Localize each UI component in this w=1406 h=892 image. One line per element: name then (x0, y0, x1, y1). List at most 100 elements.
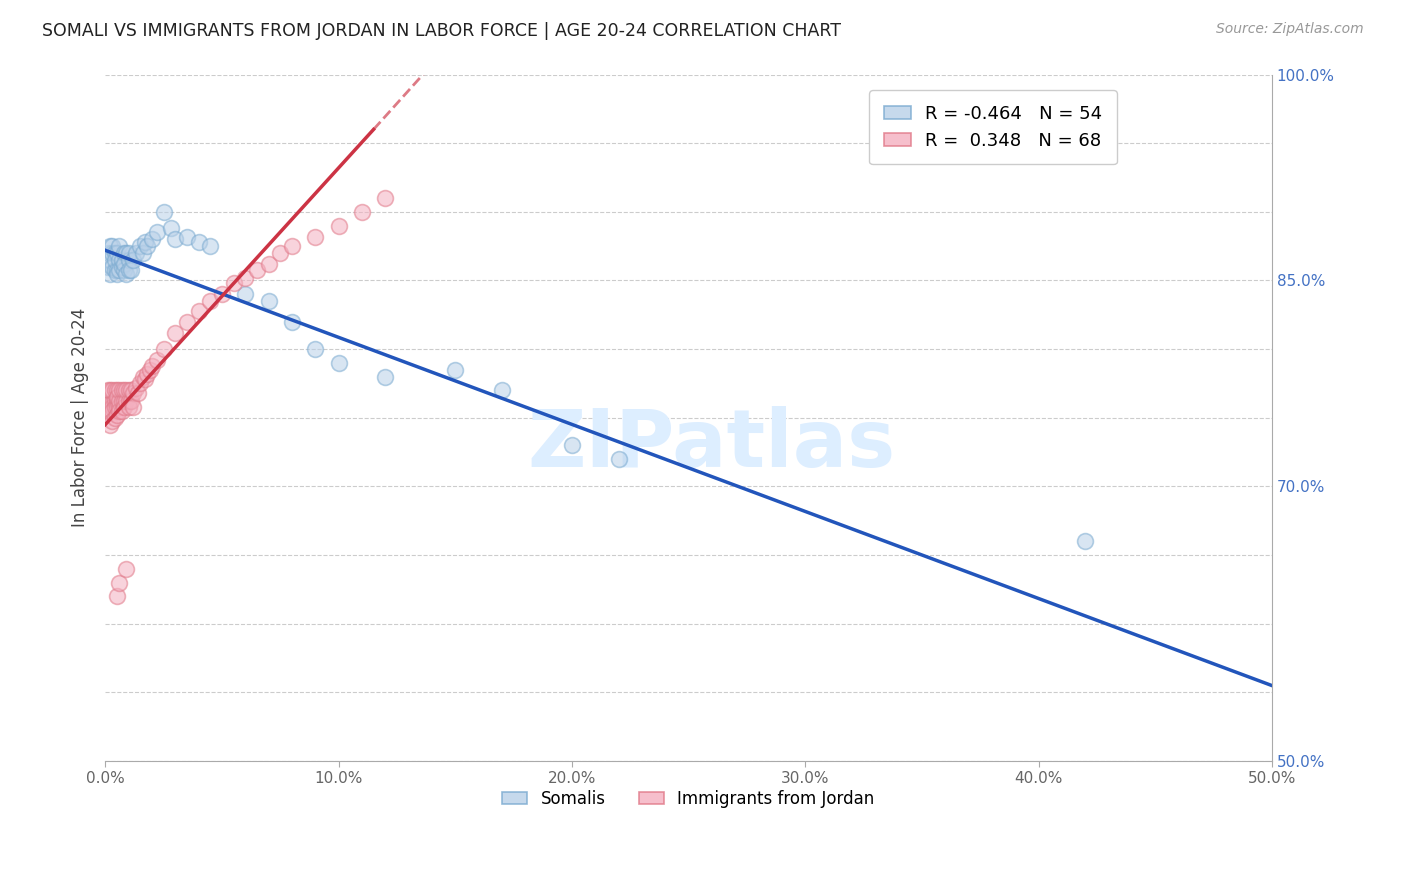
Point (103, 252, 125, 267)
Point (117, 262, 139, 277)
Point (108, 394, 131, 409)
Point (122, 386, 145, 401)
Point (101, 384, 124, 398)
Point (134, 372, 156, 386)
Point (222, 277, 245, 291)
Point (115, 562, 138, 576)
Point (176, 229, 198, 244)
Point (96, 246, 118, 260)
Point (98, 397, 121, 411)
Text: Source: ZipAtlas.com: Source: ZipAtlas.com (1216, 22, 1364, 37)
Point (159, 221, 181, 235)
Point (124, 381, 146, 395)
Point (120, 394, 142, 409)
Point (98, 404, 121, 418)
Point (117, 384, 139, 398)
Point (165, 232, 187, 246)
Point (105, 590, 128, 604)
Point (108, 575, 131, 590)
Point (129, 376, 152, 391)
Point (136, 239, 159, 253)
Point (269, 246, 291, 260)
Point (101, 239, 124, 253)
Point (96, 260, 118, 274)
Point (112, 394, 135, 409)
Point (145, 226, 167, 240)
Point (374, 369, 396, 384)
Point (127, 386, 149, 401)
Point (134, 235, 156, 249)
Point (105, 384, 128, 398)
Point (105, 267, 128, 281)
Point (105, 246, 128, 260)
Point (120, 384, 142, 398)
Point (98, 252, 121, 267)
Point (200, 239, 222, 253)
Point (257, 294, 280, 309)
Point (561, 438, 583, 452)
Point (115, 394, 138, 409)
Point (115, 267, 138, 281)
Point (176, 315, 198, 329)
Point (112, 262, 135, 277)
Point (98, 417, 121, 432)
Point (304, 229, 326, 244)
Point (187, 235, 209, 249)
Point (96, 384, 118, 398)
Point (136, 367, 159, 381)
Point (117, 252, 139, 267)
Point (131, 246, 153, 260)
Point (152, 342, 174, 356)
Point (491, 384, 513, 398)
Point (98, 384, 121, 398)
Point (108, 252, 131, 267)
Point (304, 342, 326, 356)
Point (131, 369, 153, 384)
Point (101, 400, 124, 414)
Point (350, 204, 373, 219)
Point (122, 252, 145, 267)
Text: SOMALI VS IMMIGRANTS FROM JORDAN IN LABOR FORCE | AGE 20-24 CORRELATION CHART: SOMALI VS IMMIGRANTS FROM JORDAN IN LABO… (42, 22, 841, 40)
Point (246, 262, 269, 277)
Point (124, 246, 146, 260)
Point (110, 394, 132, 409)
Point (1074, 534, 1097, 549)
Point (281, 239, 304, 253)
Point (444, 363, 467, 377)
Point (105, 390, 128, 404)
Point (103, 384, 125, 398)
Point (98, 267, 121, 281)
Point (117, 246, 139, 260)
Point (108, 404, 131, 418)
Point (233, 287, 256, 301)
Point (103, 246, 125, 260)
Point (112, 246, 135, 260)
Point (120, 262, 142, 277)
Point (115, 384, 138, 398)
Point (103, 262, 125, 277)
Point (98, 239, 121, 253)
Point (281, 315, 304, 329)
Point (257, 257, 280, 271)
Point (233, 270, 256, 285)
Point (112, 257, 135, 271)
Point (101, 404, 124, 418)
Point (129, 239, 152, 253)
Point (101, 260, 124, 274)
Point (101, 246, 124, 260)
Point (105, 394, 128, 409)
Point (607, 452, 630, 467)
Point (117, 394, 139, 409)
Point (105, 262, 128, 277)
Point (152, 204, 174, 219)
Point (110, 252, 132, 267)
Point (122, 400, 145, 414)
Point (108, 384, 131, 398)
Point (112, 384, 135, 398)
Point (117, 400, 139, 414)
Point (141, 232, 163, 246)
Point (138, 363, 160, 377)
Point (328, 219, 350, 233)
Point (200, 294, 222, 309)
Text: ZIPatlas: ZIPatlas (527, 406, 896, 484)
